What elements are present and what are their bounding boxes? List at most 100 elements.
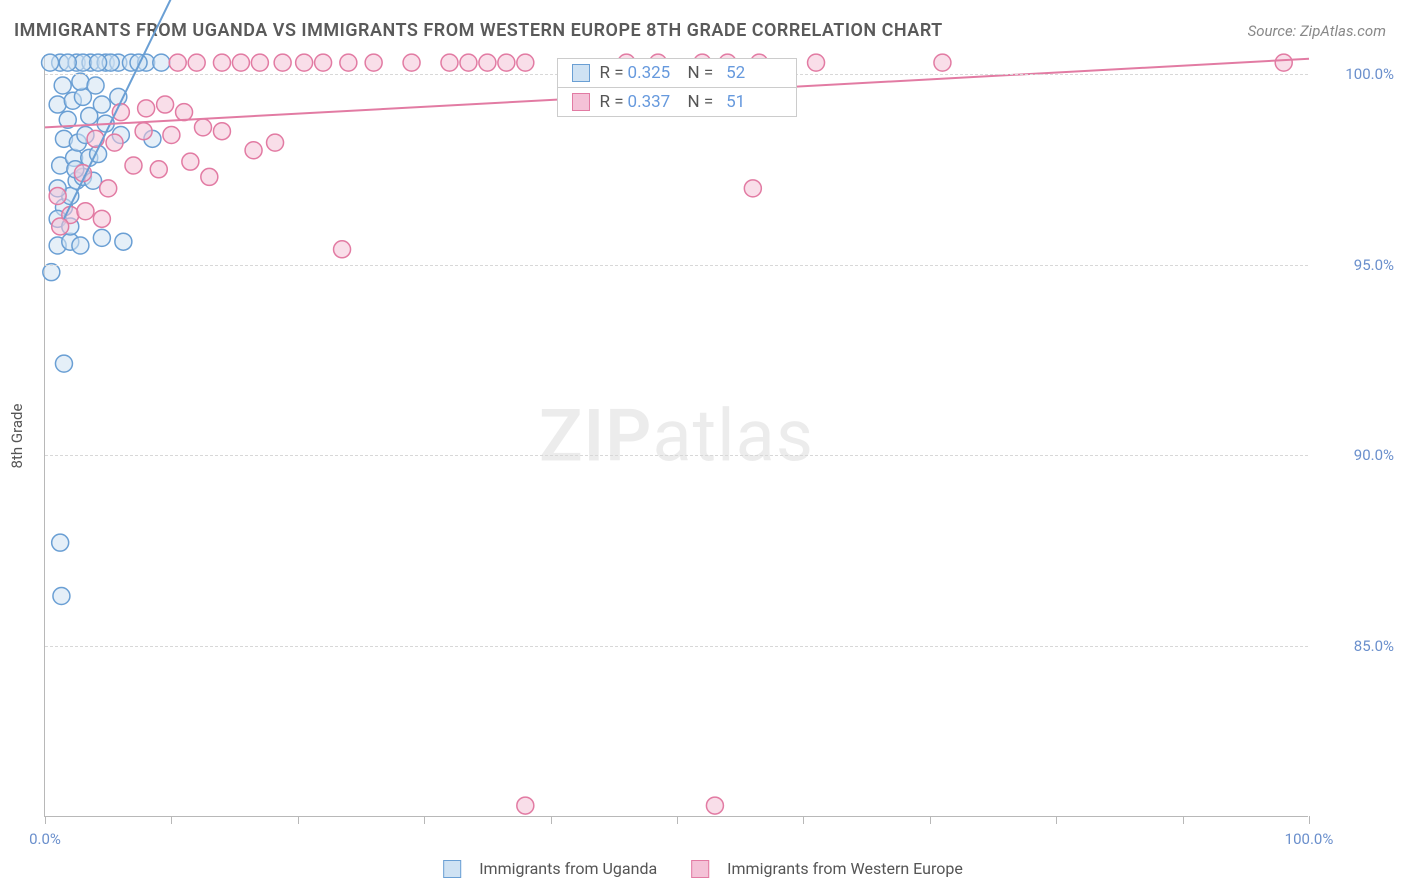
data-point	[43, 264, 60, 281]
x-tick	[171, 816, 172, 824]
x-tick	[551, 816, 552, 824]
gridline	[45, 265, 1308, 266]
data-point	[135, 123, 152, 140]
data-point	[77, 203, 94, 220]
data-point	[72, 73, 89, 90]
data-point	[441, 54, 458, 71]
legend-label-uganda: Immigrants from Uganda	[479, 859, 657, 878]
y-tick-label: 85.0%	[1314, 637, 1394, 655]
data-point	[169, 54, 186, 71]
data-point	[517, 54, 534, 71]
chart-canvas	[45, 55, 1308, 816]
data-point	[138, 100, 155, 117]
gridline	[45, 646, 1308, 647]
x-tick	[1309, 816, 1310, 824]
data-point	[52, 534, 69, 551]
x-tick-label: 100.0%	[1285, 830, 1334, 848]
data-point	[100, 180, 117, 197]
data-point	[479, 54, 496, 71]
data-point	[232, 54, 249, 71]
data-point	[1275, 54, 1292, 71]
x-tick	[803, 816, 804, 824]
y-tick-label: 90.0%	[1314, 446, 1394, 464]
data-point	[49, 187, 66, 204]
gridline	[45, 455, 1308, 456]
x-tick-label: 0.0%	[29, 830, 61, 848]
data-point	[53, 588, 70, 605]
chart-title: IMMIGRANTS FROM UGANDA VS IMMIGRANTS FRO…	[14, 20, 943, 41]
swatch-uganda-icon	[443, 860, 461, 878]
series-legend: Immigrants from Uganda Immigrants from W…	[443, 859, 963, 878]
data-point	[498, 54, 515, 71]
data-point	[315, 54, 332, 71]
data-point	[157, 96, 174, 113]
data-point	[340, 54, 357, 71]
y-axis-title: 8th Grade	[8, 403, 26, 468]
data-point	[176, 104, 193, 121]
x-tick	[1183, 816, 1184, 824]
data-point	[59, 54, 76, 71]
data-point	[365, 54, 382, 71]
data-point	[87, 130, 104, 147]
data-point	[72, 237, 89, 254]
data-point	[106, 134, 123, 151]
legend-item-uganda: Immigrants from Uganda	[443, 859, 657, 878]
data-point	[130, 54, 147, 71]
legend-item-weurope: Immigrants from Western Europe	[691, 859, 963, 878]
data-point	[296, 54, 313, 71]
data-point	[188, 54, 205, 71]
x-tick	[424, 816, 425, 824]
data-point	[267, 134, 284, 151]
x-tick	[1056, 816, 1057, 824]
n-value-uganda: 52	[717, 63, 745, 83]
legend-row-uganda: R = 0.325 N = 52	[557, 58, 797, 87]
r-value-uganda: 0.325	[628, 63, 672, 83]
legend-label-weurope: Immigrants from Western Europe	[727, 859, 963, 878]
data-point	[706, 797, 723, 814]
data-point	[125, 157, 142, 174]
data-point	[54, 77, 71, 94]
data-point	[245, 142, 262, 159]
data-point	[93, 210, 110, 227]
correlation-legend: R = 0.325 N = 52 R = 0.337 N = 51	[557, 58, 797, 117]
data-point	[744, 180, 761, 197]
data-point	[52, 218, 69, 235]
data-point	[93, 96, 110, 113]
y-tick-label: 95.0%	[1314, 256, 1394, 274]
data-point	[195, 119, 212, 136]
data-point	[460, 54, 477, 71]
data-point	[150, 161, 167, 178]
data-point	[274, 54, 291, 71]
swatch-weurope	[572, 93, 590, 111]
data-point	[163, 127, 180, 144]
x-tick	[677, 816, 678, 824]
data-point	[90, 54, 107, 71]
data-point	[42, 54, 59, 71]
swatch-weurope-icon	[691, 860, 709, 878]
source-attribution: Source: ZipAtlas.com	[1248, 22, 1386, 40]
swatch-uganda	[572, 64, 590, 82]
data-point	[251, 54, 268, 71]
r-value-weurope: 0.337	[628, 92, 672, 112]
y-tick-label: 100.0%	[1314, 65, 1394, 83]
legend-row-weurope: R = 0.337 N = 51	[557, 87, 797, 117]
plot-area: 8th Grade ZIPatlas R = 0.325 N = 52 R = …	[44, 55, 1308, 817]
x-tick	[45, 816, 46, 824]
data-point	[87, 77, 104, 94]
data-point	[55, 355, 72, 372]
data-point	[934, 54, 951, 71]
data-point	[201, 168, 218, 185]
data-point	[49, 96, 66, 113]
data-point	[115, 233, 132, 250]
data-point	[213, 123, 230, 140]
data-point	[517, 797, 534, 814]
data-point	[153, 54, 170, 71]
data-point	[334, 241, 351, 258]
x-tick	[298, 816, 299, 824]
n-value-weurope: 51	[717, 92, 745, 112]
data-point	[403, 54, 420, 71]
x-tick	[930, 816, 931, 824]
data-point	[808, 54, 825, 71]
data-point	[182, 153, 199, 170]
data-point	[93, 229, 110, 246]
